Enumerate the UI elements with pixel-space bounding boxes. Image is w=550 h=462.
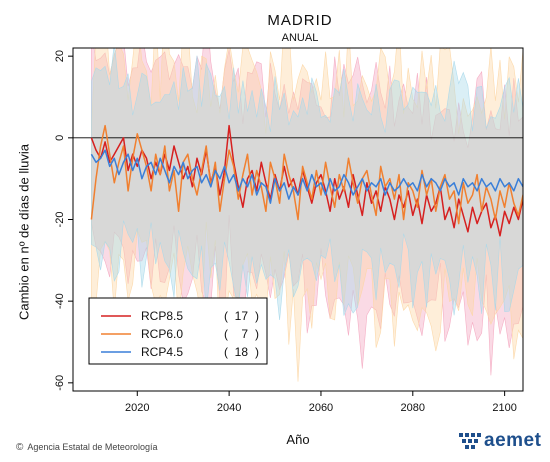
x-tick-label: 2080 [401,402,425,414]
legend-paren-open: ( [224,327,228,341]
legend-box [88,297,268,365]
series-line-rcp45 [90,149,523,204]
x-tick-label: 2100 [492,402,516,414]
credit-label: Agencia Estatal de Meteorología [27,442,158,452]
y-tick-label: 20 [54,50,66,62]
x-tick-label: 2040 [217,402,241,414]
y-tick-label: -40 [54,293,66,309]
band-rcp85 [91,48,523,376]
legend-label: RCP4.5 [141,345,183,359]
legend-paren-open: ( [224,309,228,323]
y-tick-label: 0 [54,135,66,141]
chart-title: MADRID [267,12,333,29]
credit-text: © Agencia Estatal de Meteorología [16,442,157,453]
legend-label: RCP8.5 [141,309,183,323]
series-line-rcp85 [90,124,523,237]
legend-count: 17 [235,309,249,323]
legend-label: RCP6.0 [141,327,183,341]
chart-subtitle: ANUAL [281,32,319,44]
copyright-icon: © [16,442,24,453]
legend: RCP8.5 (17) RCP6.0 (7) RCP4.5 (18) [88,297,268,365]
series-lines [90,124,523,237]
aemet-logo-icon [459,433,481,449]
aemet-logo-text: aemet [484,430,542,451]
series-line-rcp60 [90,124,523,225]
y-tick-label: -20 [54,212,66,228]
y-axis-ticks: 20 0 -20 -40 -60 [54,50,73,391]
uncertainty-bands [91,48,523,382]
legend-paren-close: ) [255,309,259,323]
x-axis-label: Año [286,432,310,447]
legend-count: 7 [241,327,248,341]
legend-paren-open: ( [224,345,228,359]
x-tick-label: 2020 [125,402,149,414]
legend-paren-close: ) [255,345,259,359]
x-tick-label: 2060 [309,402,333,414]
y-tick-label: -60 [54,375,66,391]
legend-paren-close: ) [255,327,259,341]
legend-count: 18 [235,345,249,359]
x-axis-ticks: 2020 2040 2060 2080 2100 [125,391,517,414]
